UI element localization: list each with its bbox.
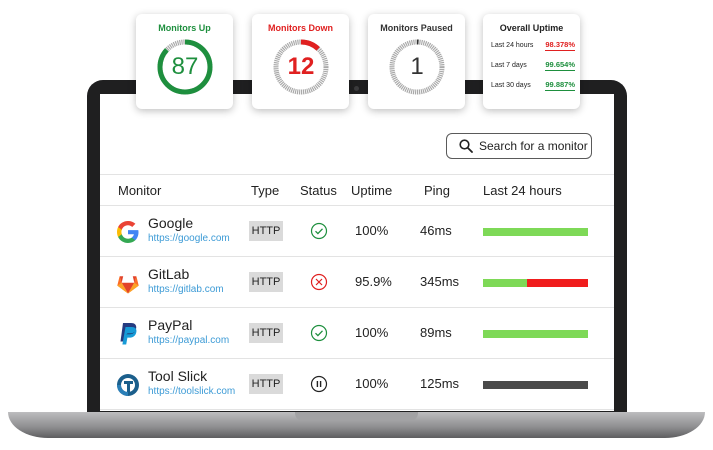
uptime-bar <box>483 279 588 287</box>
ping-value: 46ms <box>420 223 452 238</box>
card-value: 12 <box>287 53 315 80</box>
monitor-url[interactable]: https://paypal.com <box>148 335 230 346</box>
card-title: Monitors Up <box>158 23 211 33</box>
ring-fill <box>157 39 213 95</box>
uptime-value: 100% <box>355 325 389 340</box>
toolslick-logo-icon <box>117 374 139 396</box>
header-uptime[interactable]: Uptime <box>351 183 393 198</box>
uptime-bar <box>483 381 588 389</box>
uptime-period: Last 7 days <box>491 62 527 69</box>
card-title: Monitors Down <box>268 23 333 33</box>
monitors-paused-card[interactable]: Monitors Paused 1 <box>368 14 465 109</box>
type-badge: HTTP <box>249 374 283 394</box>
monitor-url[interactable]: https://gitlab.com <box>148 284 224 295</box>
ring-fill <box>273 39 329 95</box>
google-logo-icon <box>117 221 139 243</box>
header-type[interactable]: Type <box>251 183 280 198</box>
monitor-name[interactable]: Tool Slick <box>148 368 208 384</box>
uptime-period: Last 30 days <box>491 82 531 89</box>
header-ping[interactable]: Ping <box>424 183 451 198</box>
uptime-value: 100% <box>355 223 389 238</box>
uptime-value: 100% <box>355 376 389 391</box>
progress-ring <box>157 39 213 95</box>
bar-segment <box>483 228 588 236</box>
table-row[interactable]: Tool Slick https://toolslick.com HTTP 10… <box>100 359 614 410</box>
monitors-down-card[interactable]: Monitors Down 12 <box>252 14 349 109</box>
progress-ring <box>389 39 445 95</box>
card-value: 87 <box>171 53 199 80</box>
uptime-row: Last 24 hours 98.378% <box>491 40 575 60</box>
ring-fill <box>389 39 445 95</box>
card-title: Overall Uptime <box>499 23 564 33</box>
type-badge: HTTP <box>249 323 283 343</box>
table-row[interactable]: Google https://google.com HTTP 100% 46ms <box>100 206 614 257</box>
header-monitor[interactable]: Monitor <box>118 183 162 198</box>
bar-segment <box>483 279 528 287</box>
search-button[interactable]: Search for a monitor <box>446 133 592 159</box>
dashboard-screen: Search for a monitor Monitor Type Status… <box>100 94 614 411</box>
pause-circle-icon <box>310 375 328 393</box>
ping-value: 89ms <box>420 325 452 340</box>
table-row[interactable]: GitLab https://gitlab.com HTTP 95.9% 345… <box>100 257 614 308</box>
progress-ring <box>273 39 329 95</box>
type-badge: HTTP <box>249 221 283 241</box>
header-last-24-hours[interactable]: Last 24 hours <box>483 183 562 198</box>
uptime-percent: 99.887% <box>545 80 575 91</box>
uptime-value: 95.9% <box>355 274 392 289</box>
overall-uptime-card[interactable]: Overall Uptime Last 24 hours 98.378% Las… <box>483 14 580 109</box>
header-status[interactable]: Status <box>300 183 337 198</box>
uptime-row: Last 7 days 99.654% <box>491 60 575 80</box>
monitor-name[interactable]: PayPal <box>148 317 193 333</box>
monitor-name[interactable]: Google <box>148 215 194 231</box>
uptime-period: Last 24 hours <box>491 42 534 49</box>
ping-value: 125ms <box>420 376 460 391</box>
bar-segment <box>527 279 588 287</box>
gitlab-logo-icon <box>117 276 139 294</box>
ping-value: 345ms <box>420 274 460 289</box>
uptime-bar <box>483 330 588 338</box>
type-badge: HTTP <box>249 272 283 292</box>
check-circle-icon <box>310 222 328 240</box>
table-row[interactable]: PayPal https://paypal.com HTTP 100% 89ms <box>100 308 614 359</box>
uptime-percent: 99.654% <box>545 60 575 71</box>
laptop-notch <box>295 412 418 421</box>
card-title: Monitors Paused <box>380 23 453 33</box>
uptime-list: Last 24 hours 98.378% Last 7 days 99.654… <box>491 40 575 100</box>
monitor-name[interactable]: GitLab <box>148 266 190 282</box>
bar-segment <box>483 381 588 389</box>
check-circle-icon <box>310 324 328 342</box>
monitors-up-card[interactable]: Monitors Up 87 <box>136 14 233 109</box>
monitor-url[interactable]: https://toolslick.com <box>148 386 236 397</box>
uptime-row: Last 30 days 99.887% <box>491 80 575 100</box>
uptime-percent: 98.378% <box>545 40 575 51</box>
uptime-bar <box>483 228 588 236</box>
monitor-url[interactable]: https://google.com <box>148 233 230 244</box>
x-circle-icon <box>310 273 328 291</box>
card-value: 1 <box>410 53 424 80</box>
search-label: Search for a monitor <box>479 139 588 153</box>
table-header: Monitor Type Status Uptime Ping Last 24 … <box>100 174 614 206</box>
search-icon <box>459 139 473 153</box>
bar-segment <box>483 330 588 338</box>
camera-dot <box>354 86 359 91</box>
paypal-logo-icon <box>120 323 137 345</box>
